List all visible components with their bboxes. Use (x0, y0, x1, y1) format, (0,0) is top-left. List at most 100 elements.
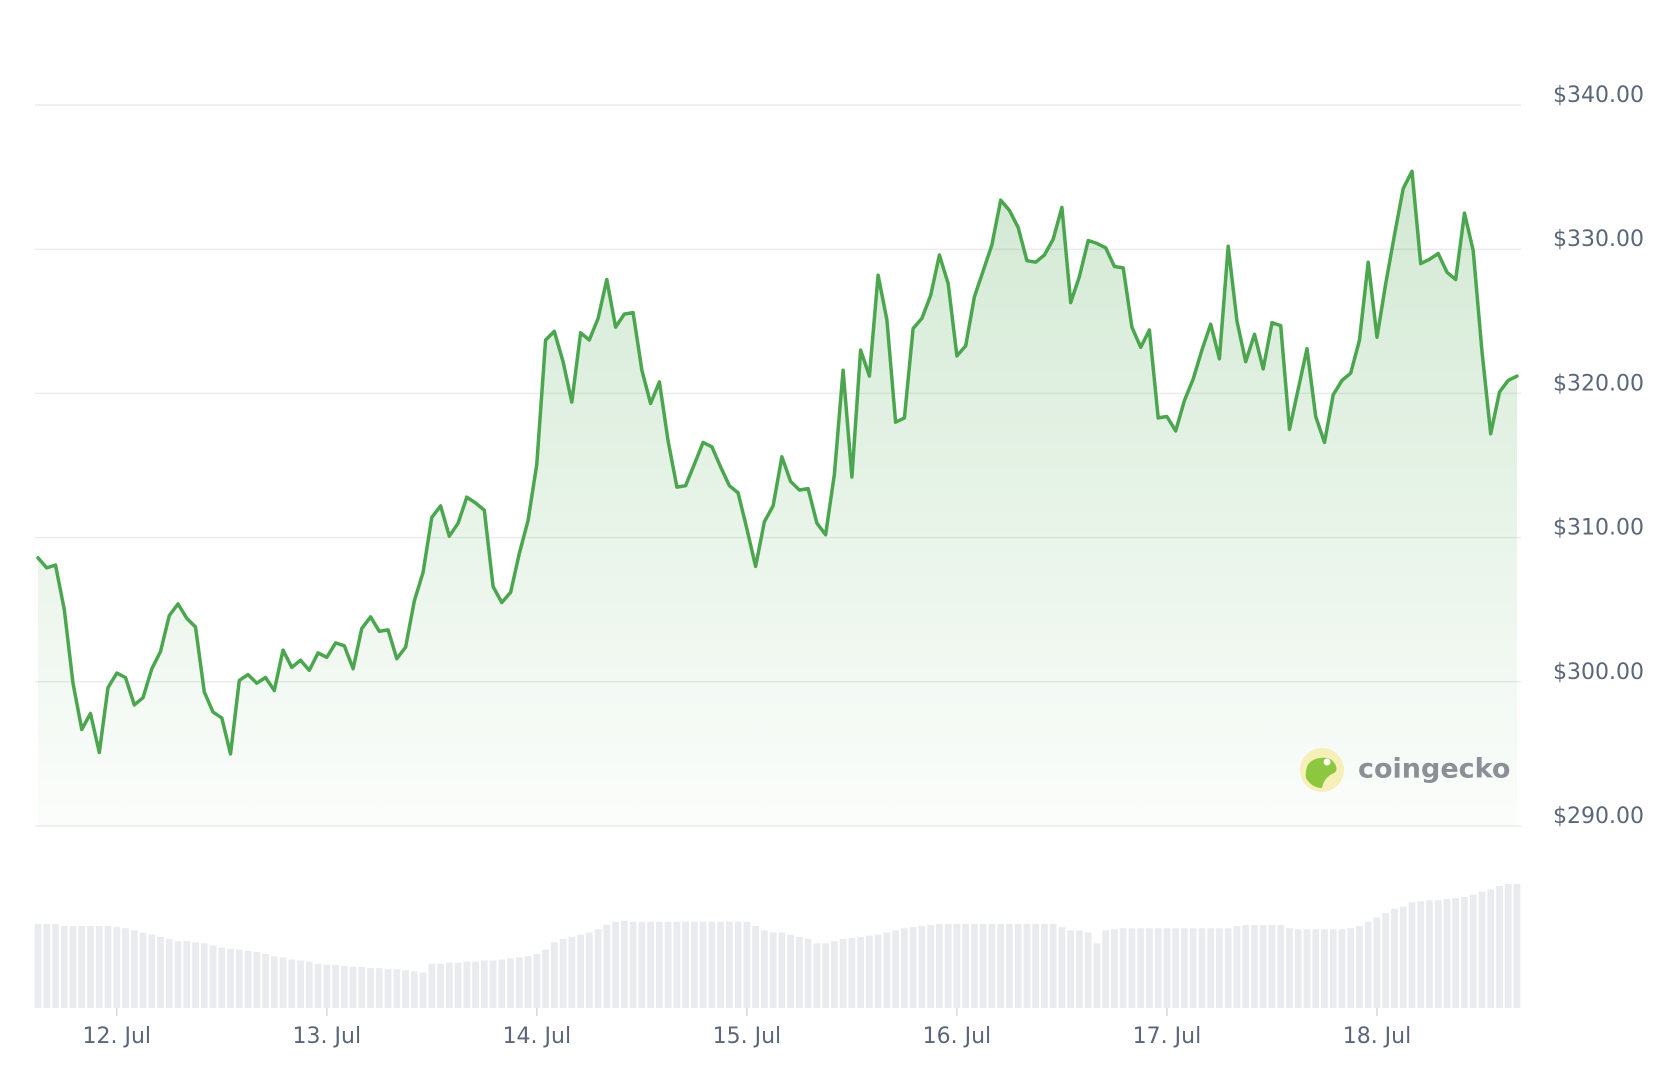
volume-bar (95, 926, 103, 1008)
volume-bar (419, 972, 427, 1008)
volume-bar (901, 928, 908, 1008)
volume-bar (227, 948, 234, 1008)
volume-bar (1469, 894, 1477, 1008)
volume-bar (1259, 924, 1267, 1008)
volume-bar (524, 956, 532, 1008)
volume-bar (1286, 928, 1293, 1008)
volume-bar (1128, 928, 1136, 1008)
volume-bar (1076, 930, 1083, 1008)
volume-bar (936, 923, 943, 1008)
volume-bar (393, 969, 401, 1008)
volume-bar (288, 959, 296, 1008)
volume-bar (43, 923, 51, 1008)
volume-bar (130, 930, 138, 1008)
volume-bar (1391, 908, 1398, 1008)
volume-bar (358, 967, 366, 1008)
x-tick-label: 17. Jul (1133, 1024, 1202, 1049)
volume-bar (577, 934, 584, 1008)
volume-bar (375, 968, 383, 1008)
volume-bar (866, 935, 873, 1008)
volume-bar (454, 962, 462, 1008)
volume-bar (717, 921, 724, 1008)
volume-bar (192, 942, 199, 1008)
volume-bar (1504, 884, 1512, 1008)
volume-bar (489, 960, 497, 1008)
volume-bar (594, 929, 602, 1008)
volume-bar (384, 969, 392, 1008)
volume-bar (909, 927, 917, 1008)
logo-eye (1323, 758, 1331, 766)
volume-bar (690, 921, 698, 1008)
volume-bar (778, 932, 786, 1008)
volume-bar (1207, 928, 1215, 1008)
volume-bar (1408, 902, 1416, 1008)
volume-bar (848, 937, 856, 1008)
volume-bar (734, 921, 742, 1008)
volume-bar (769, 932, 777, 1008)
volume-bar (1382, 913, 1390, 1008)
volume-bar (235, 949, 243, 1008)
volume-bar (962, 923, 970, 1008)
volume-bar (78, 926, 86, 1008)
volume-bar (87, 926, 94, 1008)
volume-bar (472, 961, 479, 1008)
volume-bar (1338, 929, 1346, 1008)
x-tick-label: 12. Jul (82, 1024, 151, 1049)
volume-bar (813, 943, 821, 1008)
volume-bar (410, 971, 418, 1008)
volume-bar (1014, 923, 1022, 1008)
volume-bar (874, 934, 882, 1008)
volume-bar (1049, 923, 1057, 1008)
volume-bar (883, 932, 891, 1008)
volume-bar (1496, 886, 1503, 1008)
volume-bar (664, 921, 672, 1008)
volume-bar (1111, 929, 1118, 1008)
volume-bar (305, 961, 313, 1008)
volume-bar (183, 941, 191, 1008)
volume-bar (1461, 896, 1468, 1008)
volume-bar (1154, 928, 1162, 1008)
volume-bar (314, 963, 322, 1008)
volume-bar (1373, 917, 1381, 1008)
y-tick-label: $330.00 (1553, 227, 1644, 252)
volume-bar (428, 963, 436, 1008)
volume-bar (760, 930, 768, 1008)
volume-bar (918, 926, 926, 1008)
volume-bar (647, 921, 654, 1008)
x-tick-label: 15. Jul (713, 1024, 782, 1049)
y-tick-label: $300.00 (1553, 660, 1644, 685)
volume-bar (1224, 928, 1232, 1008)
volume-bar (279, 957, 287, 1008)
volume-bar (655, 921, 663, 1008)
volume-bar (515, 957, 523, 1008)
volume-bar (568, 936, 576, 1008)
volume-bar (1478, 891, 1486, 1008)
volume-bar (971, 923, 978, 1008)
volume-bar (1277, 924, 1285, 1008)
volume-bar (542, 949, 549, 1008)
volume-bar (979, 923, 987, 1008)
volume-bar (699, 921, 707, 1008)
volume-bar (1041, 923, 1048, 1008)
volume-bar (725, 921, 733, 1008)
volume-bar (612, 921, 619, 1008)
volume-bar (997, 923, 1005, 1008)
y-tick-label: $320.00 (1553, 371, 1644, 396)
volume-bar (253, 951, 261, 1008)
volume-bar (1198, 928, 1206, 1008)
volume-bar (34, 923, 42, 1008)
volume-bar (507, 958, 514, 1008)
volume-bar (113, 927, 121, 1008)
x-tick-label: 13. Jul (293, 1024, 362, 1049)
volume-bar (638, 921, 646, 1008)
volume-bar (1347, 928, 1355, 1008)
volume-bar (52, 923, 59, 1008)
volume-bar (1434, 900, 1442, 1008)
logo-mark (1305, 757, 1337, 788)
volume-bar (1251, 924, 1258, 1008)
volume-bar (1417, 901, 1425, 1008)
volume-bar (1329, 929, 1337, 1008)
volume-bar (1006, 923, 1013, 1008)
volume-bar (367, 968, 374, 1008)
